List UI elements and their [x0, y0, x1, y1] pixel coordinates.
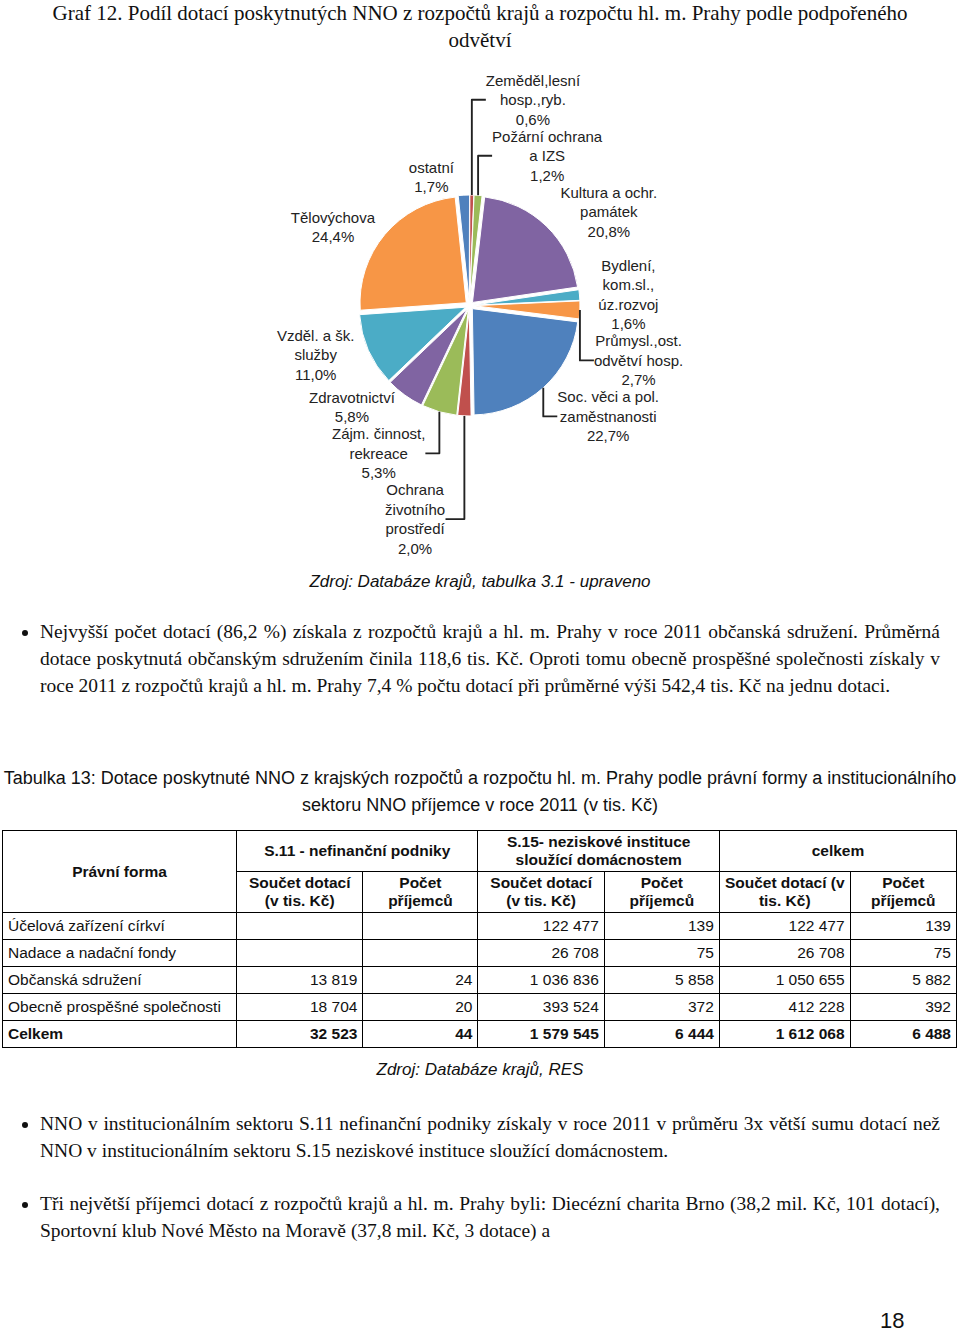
html-text:75: 75: [933, 944, 951, 961]
html-text:Součet dotací (v tis. Kč): Součet dotací (v tis. Kč): [490, 874, 592, 909]
svg-text:Bydlení,kom.sl.,úz.rozvoj1,6%: Bydlení,kom.sl.,úz.rozvoj1,6%: [598, 257, 658, 333]
html-text:13 819: 13 819: [310, 971, 358, 988]
html-text:Zdroj: Databáze krajů, tabulka: Zdroj: Databáze krajů, tabulka 3.1 - upr…: [309, 572, 651, 591]
svg-text:Soc. věci a pol.zaměstnanosti2: Soc. věci a pol.zaměstnanosti22,7%: [557, 388, 659, 444]
html-text:44: 44: [455, 1025, 473, 1042]
html-text:393 524: 393 524: [542, 998, 599, 1015]
html-text:Počet příjemců: Počet příjemců: [871, 874, 936, 909]
svg-text:ostatní1,7%: ostatní1,7%: [409, 159, 455, 196]
svg-text:Tělovýchova24,4%: Tělovýchova24,4%: [291, 209, 376, 246]
html-text:122 477: 122 477: [542, 917, 599, 934]
html-text:Počet příjemců: Počet příjemců: [388, 874, 453, 909]
html-text:NNO v institucionálním sektoru: NNO v institucionálním sektoru S.11 nefi…: [40, 1113, 940, 1161]
html-text:139: 139: [925, 917, 951, 934]
html-text:Nejvyšší počet dotací (86,2 %): Nejvyšší počet dotací (86,2 %) získala z…: [40, 621, 940, 696]
html-text:Tabulka 13: Dotace poskytnuté: Tabulka 13: Dotace poskytnuté NNO z kraj…: [3, 768, 957, 815]
html-text:26 708: 26 708: [797, 944, 845, 961]
html-text:26 708: 26 708: [551, 944, 599, 961]
html-text:1 036 836: 1 036 836: [529, 971, 599, 988]
html-text:Tři největší příjemci dotací z: Tři největší příjemci dotací z rozpočtů …: [40, 1193, 940, 1241]
html-text:Zdroj: Databáze krajů, RES: Zdroj: Databáze krajů, RES: [376, 1060, 584, 1079]
svg-text:Kultura a ochr.památek20,8%: Kultura a ochr.památek20,8%: [560, 184, 657, 240]
svg-text:Průmysl.,ost.odvětví hosp.2,7%: Průmysl.,ost.odvětví hosp.2,7%: [594, 332, 683, 388]
html-text:20: 20: [455, 998, 473, 1015]
html-text:Počet příjemců: Počet příjemců: [629, 874, 695, 909]
svg-text:Zdravotnictví5,8%: Zdravotnictví5,8%: [309, 389, 396, 426]
html-text:S.11 - nefinanční podniky: S.11 - nefinanční podniky: [264, 842, 451, 859]
html-text:75: 75: [696, 944, 714, 961]
html-text:5 882: 5 882: [912, 971, 951, 988]
html-text:18: 18: [880, 1308, 905, 1333]
html-text:1 579 545: 1 579 545: [529, 1025, 599, 1042]
svg-text:Požární ochranaa IZS1,2%: Požární ochranaa IZS1,2%: [492, 128, 603, 184]
html-text:1 612 068: 1 612 068: [775, 1025, 845, 1042]
html-text:18 704: 18 704: [310, 998, 358, 1015]
html-text:6 444: 6 444: [675, 1025, 714, 1042]
html-text:Součet dotací (v tis. Kč): Součet dotací (v tis. Kč): [248, 874, 351, 909]
svg-text:Zeměděl,lesníhosp.,ryb.0,6%: Zeměděl,lesníhosp.,ryb.0,6%: [486, 72, 581, 128]
html-text:412 228: 412 228: [788, 998, 845, 1015]
html-text:32 523: 32 523: [310, 1025, 358, 1042]
html-text:392: 392: [925, 998, 951, 1015]
svg-text:Zájm. činnost,rekreace5,3%: Zájm. činnost,rekreace5,3%: [332, 425, 425, 481]
html-text:Občanská sdružení: Občanská sdružení: [8, 971, 142, 988]
html-text:5 858: 5 858: [675, 971, 714, 988]
html-text:S.15- neziskové instituce slou: S.15- neziskové instituce sloužící domác…: [506, 833, 691, 868]
html-text:24: 24: [455, 971, 473, 988]
html-text:122 477: 122 477: [788, 917, 845, 934]
svg-text:Vzděl. a šk.služby11,0%: Vzděl. a šk.služby11,0%: [277, 327, 355, 383]
html-text:Součet dotací (v tis. Kč): Součet dotací (v tis. Kč): [724, 874, 845, 909]
html-text:Celkem: Celkem: [8, 1025, 64, 1042]
html-text:Nadace a nadační fondy: Nadace a nadační fondy: [8, 944, 176, 961]
html-text:139: 139: [688, 917, 714, 934]
html-text:Účelová zařízení církví: Účelová zařízení církví: [8, 917, 165, 934]
html-text:6 488: 6 488: [912, 1025, 951, 1042]
svg-text:Ochranaživotníhoprostředí2,0%: Ochranaživotníhoprostředí2,0%: [385, 481, 445, 556]
html-text:Obecně prospěšné společnosti: Obecně prospěšné společnosti: [8, 998, 221, 1015]
html-text:372: 372: [688, 998, 714, 1015]
html-text:Graf 12. Podíl dotací poskytnu: Graf 12. Podíl dotací poskytnutých NNO z…: [52, 1, 908, 52]
html-text:celkem: celkem: [811, 842, 865, 859]
html-text:1 050 655: 1 050 655: [775, 971, 845, 988]
html-text:Právní forma: Právní forma: [72, 862, 167, 880]
